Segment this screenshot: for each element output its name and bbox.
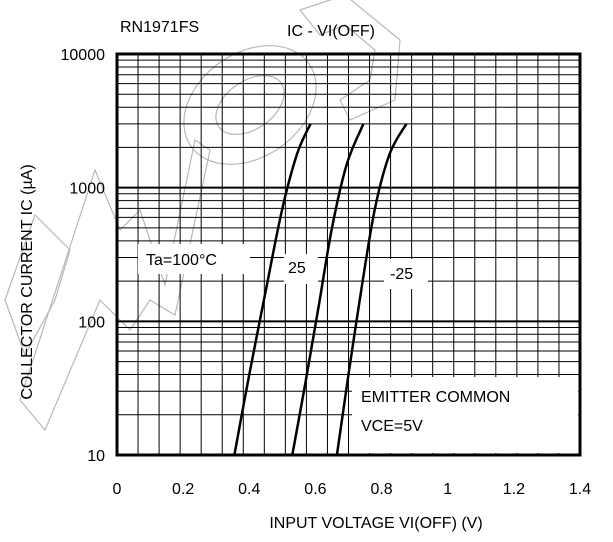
y-tick-label: 10000 bbox=[61, 47, 106, 64]
x-axis-label: INPUT VOLTAGE VI(OFF) (V) bbox=[269, 515, 482, 532]
y-axis-label: COLLECTOR CURRENT IC (µA) bbox=[19, 164, 36, 399]
series-label-box-25: 25 bbox=[284, 254, 318, 284]
y-tick-label: 10 bbox=[87, 448, 105, 465]
series-label-box-minus25: -25 bbox=[384, 259, 428, 289]
x-tick-label: 1.4 bbox=[569, 481, 591, 498]
y-tick-label: 100 bbox=[78, 314, 105, 331]
x-tick-label: 0.4 bbox=[238, 481, 260, 498]
conditions-box: EMITTER COMMON VCE=5V bbox=[352, 377, 578, 453]
x-tick-label: 0 bbox=[113, 481, 122, 498]
y-tick-label: 1000 bbox=[69, 181, 105, 198]
annotation-emitter-common: EMITTER COMMON bbox=[361, 389, 510, 406]
series-label-minus25: -25 bbox=[390, 266, 413, 283]
x-tick-labels: 0 0.2 0.4 0.6 0.8 1 1.2 1.4 bbox=[113, 481, 592, 498]
watermark-outline-letters bbox=[4, 0, 401, 432]
series-line-2 bbox=[335, 123, 408, 456]
series-label-100: Ta=100°C bbox=[146, 252, 217, 269]
series-curves bbox=[233, 123, 408, 456]
x-tick-label: 0.6 bbox=[304, 481, 326, 498]
series-line-0 bbox=[233, 123, 312, 456]
series-label-25: 25 bbox=[288, 260, 306, 277]
part-number: RN1971FS bbox=[120, 19, 199, 36]
chart-title: IC - VI(OFF) bbox=[287, 23, 375, 40]
x-tick-label: 0.8 bbox=[370, 481, 392, 498]
annotation-vce: VCE=5V bbox=[361, 418, 423, 435]
series-line-1 bbox=[291, 123, 365, 456]
x-tick-label: 0.2 bbox=[172, 481, 194, 498]
y-tick-labels: 10 100 1000 10000 bbox=[61, 47, 106, 465]
x-tick-label: 1.2 bbox=[503, 481, 525, 498]
x-tick-label: 1 bbox=[443, 481, 452, 498]
plot-frame bbox=[115, 52, 582, 457]
series-label-box-100: Ta=100°C bbox=[138, 244, 250, 274]
